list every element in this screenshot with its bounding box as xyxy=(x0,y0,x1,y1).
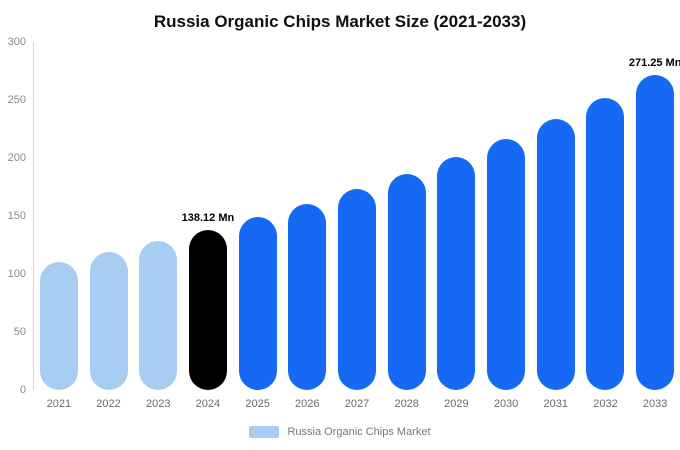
y-tick-label-50: 50 xyxy=(13,326,26,338)
bar-2027[interactable] xyxy=(338,189,376,390)
bar-2031[interactable] xyxy=(536,119,575,390)
bar-2032[interactable] xyxy=(586,98,625,390)
bar-2028[interactable] xyxy=(387,173,426,390)
y-tick-label-250: 250 xyxy=(7,94,26,106)
bar-2030[interactable] xyxy=(487,138,526,390)
bar-2023[interactable] xyxy=(139,241,178,390)
plot-area: 138.12 Mn 271.25 Mn xyxy=(34,42,680,390)
bar-value-label-2033: 271.25 Mn xyxy=(628,57,680,70)
x-tick-label-2033: 2033 xyxy=(642,398,668,410)
y-tick-label-200: 200 xyxy=(7,152,26,164)
bar-2024[interactable] xyxy=(188,229,227,390)
x-tick-label-2025: 2025 xyxy=(245,398,270,410)
x-tick-label-2028: 2028 xyxy=(394,398,419,410)
x-tick-label-2027: 2027 xyxy=(344,398,370,410)
x-tick-label-2026: 2026 xyxy=(295,398,320,410)
y-axis-labels: 0 50 100 150 200 250 300 xyxy=(0,36,28,396)
x-tick-label-2022: 2022 xyxy=(96,398,121,410)
x-tick-label-2032: 2032 xyxy=(593,398,618,410)
x-tick-label-2031: 2031 xyxy=(543,398,569,410)
y-tick-label-0: 0 xyxy=(19,384,26,396)
x-axis-labels: 2021 2022 2023 2024 2025 2026 2027 2028 2029 2030… xyxy=(34,398,680,414)
y-tick-label-150: 150 xyxy=(7,210,26,222)
bar-2025[interactable] xyxy=(238,217,277,390)
y-tick-label-100: 100 xyxy=(7,268,26,280)
x-tick-label-2030: 2030 xyxy=(493,398,519,410)
bar-2029[interactable] xyxy=(437,156,476,390)
x-tick-label-2023: 2023 xyxy=(145,398,171,410)
bar-2026[interactable] xyxy=(288,203,327,390)
legend-label: Russia Organic Chips Market xyxy=(287,426,431,438)
bar-2033[interactable] xyxy=(636,75,675,390)
bar-2022[interactable] xyxy=(89,252,128,390)
legend-swatch xyxy=(249,426,280,438)
bar-value-label-2024: 138.12 Mn xyxy=(181,211,235,224)
bar-2021[interactable] xyxy=(39,262,78,390)
y-tick-label-300: 300 xyxy=(7,36,26,48)
legend-item[interactable]: Russia Organic Chips Market xyxy=(0,426,680,438)
y-axis-line xyxy=(33,42,34,390)
x-tick-label-2021: 2021 xyxy=(46,398,72,410)
x-tick-label-2024: 2024 xyxy=(195,398,221,410)
chart-title: Russia Organic Chips Market Size (2021-2… xyxy=(153,12,527,31)
x-tick-label-2029: 2029 xyxy=(444,398,469,410)
